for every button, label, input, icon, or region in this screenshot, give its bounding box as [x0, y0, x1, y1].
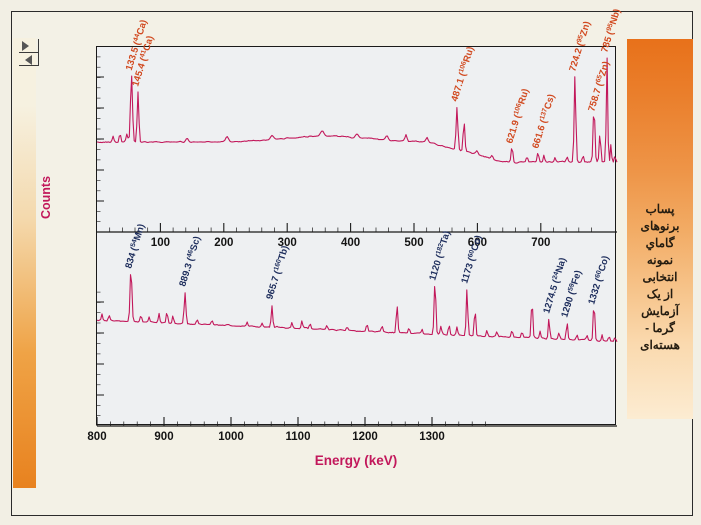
- svg-text:724.2 (95Zn): 724.2 (95Zn): [567, 20, 593, 73]
- svg-text:1332 (60Co): 1332 (60Co): [586, 254, 612, 305]
- svg-text:1100: 1100: [286, 431, 311, 443]
- svg-text:700: 700: [531, 237, 550, 249]
- svg-text:965.7 (160Tb): 965.7 (160Tb): [264, 244, 291, 301]
- svg-text:1120 (182Ta): 1120 (182Ta): [427, 229, 453, 281]
- svg-text:889.3 (46Sc): 889.3 (46Sc): [177, 235, 203, 288]
- svg-text:785 (95Nb): 785 (95Nb): [599, 7, 623, 53]
- svg-text:1200: 1200: [352, 431, 378, 443]
- svg-text:200: 200: [214, 237, 233, 249]
- svg-text:487.1 (106Ru): 487.1 (106Ru): [449, 45, 477, 103]
- svg-text:500: 500: [404, 237, 423, 249]
- svg-text:900: 900: [154, 431, 173, 443]
- svg-text:1000: 1000: [218, 431, 244, 443]
- svg-text:1300: 1300: [419, 431, 445, 443]
- svg-text:1290 (59Fe): 1290 (59Fe): [559, 269, 584, 319]
- svg-text:100: 100: [151, 237, 170, 249]
- svg-text:800: 800: [87, 431, 106, 443]
- svg-text:834 (54Mn): 834 (54Mn): [123, 222, 147, 269]
- svg-text:400: 400: [341, 237, 360, 249]
- svg-text:661.6 (137Cs): 661.6 (137Cs): [530, 93, 557, 150]
- svg-text:1173 (60Co): 1173 (60Co): [459, 234, 485, 285]
- svg-text:621.9 (106Ru): 621.9 (106Ru): [504, 87, 532, 145]
